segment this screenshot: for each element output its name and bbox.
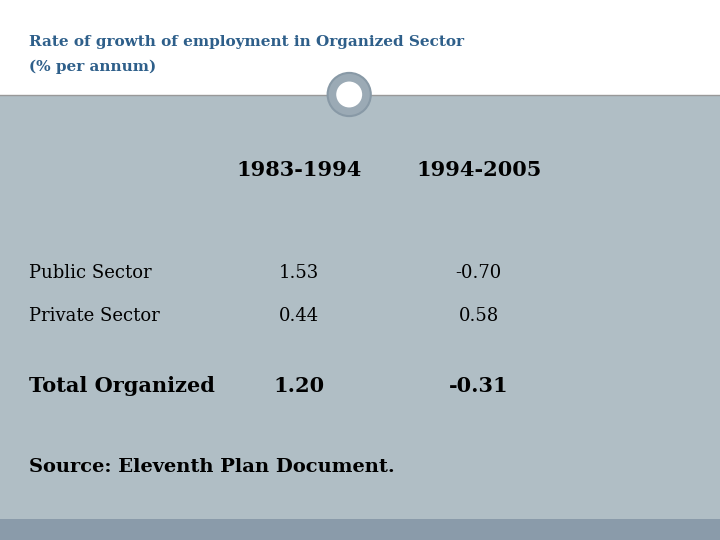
Text: 1.53: 1.53 xyxy=(279,264,319,282)
FancyBboxPatch shape xyxy=(0,519,720,540)
Ellipse shape xyxy=(336,82,362,107)
Text: Total Organized: Total Organized xyxy=(29,376,215,396)
Text: -0.70: -0.70 xyxy=(456,264,502,282)
Text: (% per annum): (% per annum) xyxy=(29,59,156,74)
Text: 0.58: 0.58 xyxy=(459,307,499,325)
FancyBboxPatch shape xyxy=(0,0,720,94)
Text: Private Sector: Private Sector xyxy=(29,307,160,325)
Text: -0.31: -0.31 xyxy=(449,376,508,396)
Ellipse shape xyxy=(328,73,371,116)
Text: Public Sector: Public Sector xyxy=(29,264,151,282)
Text: Rate of growth of employment in Organized Sector: Rate of growth of employment in Organize… xyxy=(29,35,464,49)
Text: 1.20: 1.20 xyxy=(273,376,325,396)
Text: Source: Eleventh Plan Document.: Source: Eleventh Plan Document. xyxy=(29,458,395,476)
Text: 0.44: 0.44 xyxy=(279,307,319,325)
Text: 1983-1994: 1983-1994 xyxy=(236,160,361,180)
Text: 1994-2005: 1994-2005 xyxy=(416,160,541,180)
